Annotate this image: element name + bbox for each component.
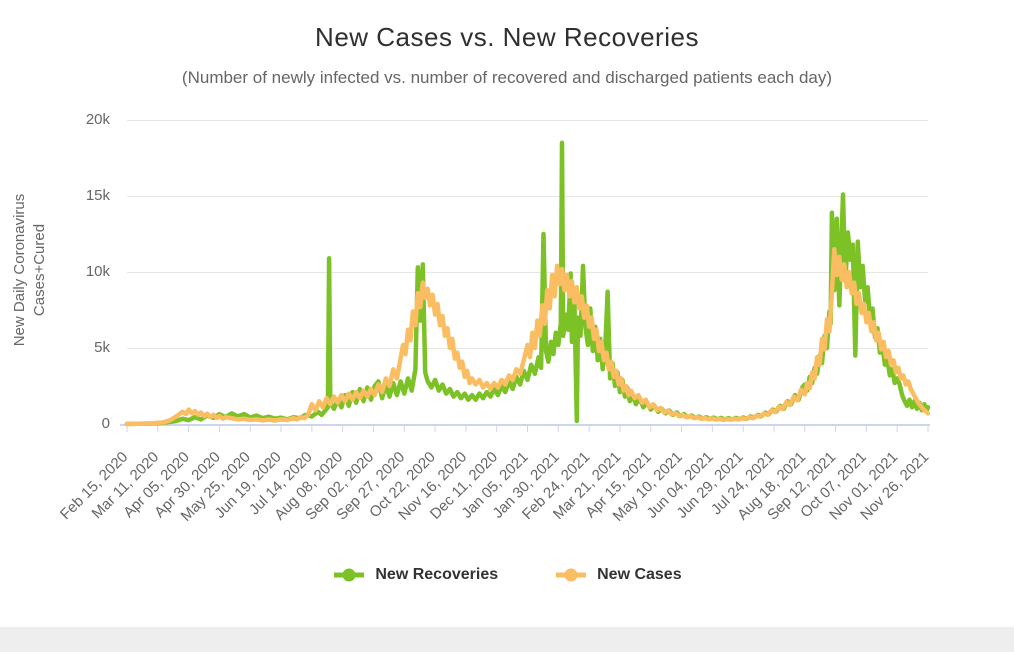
legend-marker-new-cases — [556, 568, 587, 582]
chart-title: New Cases vs. New Recoveries — [315, 22, 699, 52]
y-tick-label: 5k — [94, 339, 110, 356]
legend-item-new-cases[interactable]: New Cases — [554, 566, 682, 584]
legend-marker-new-recoveries — [334, 568, 365, 582]
legend-label-new-recoveries: New Recoveries — [375, 566, 499, 583]
series-line-new-cases[interactable] — [124, 246, 931, 427]
y-tick-label: 0 — [101, 415, 110, 432]
legend-label-new-cases: New Cases — [597, 566, 682, 583]
y-tick-label: 20k — [85, 111, 110, 128]
y-tick-label: 10k — [85, 263, 110, 280]
y-tick-label: 15k — [85, 187, 110, 204]
footer-bar — [0, 627, 1014, 652]
legend: New Recoveries New Cases — [0, 566, 1014, 584]
legend-item-new-recoveries[interactable]: New Recoveries — [332, 566, 498, 584]
chart-subtitle: (Number of newly infected vs. number of … — [181, 68, 833, 87]
